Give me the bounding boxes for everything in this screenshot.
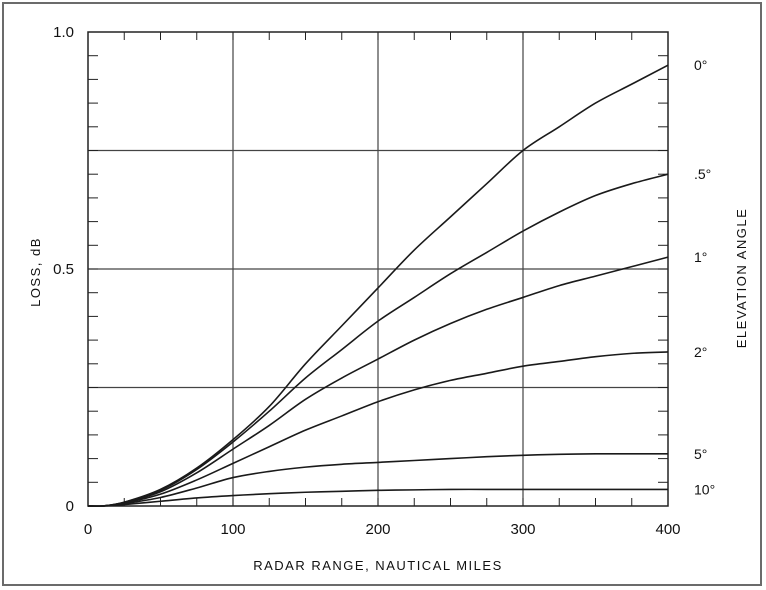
x-tick-label: 300 [510,521,535,538]
label-layer: 0 100 200 300 400 0 0.5 1.0 0° .5° 1° 2° 5° 10° [53,24,715,538]
grid-layer [88,32,668,506]
series-line [87,173,669,508]
right-axis-title: ELEVATION ANGLE [734,208,749,349]
series-line [87,453,668,507]
y-tick-label: 0.5 [53,261,74,278]
series-line [87,256,669,508]
tick-layer [88,32,668,506]
x-axis-title: RADAR RANGE, NAUTICAL MILES [253,558,503,573]
x-tick-label: 100 [220,521,245,538]
y-tick-label: 0 [66,498,74,515]
series-label: .5° [694,166,711,182]
series-label: 2° [694,344,707,360]
series-label: 0° [694,57,707,73]
series-line [87,351,669,508]
x-tick-label: 0 [84,521,92,538]
x-tick-label: 200 [365,521,390,538]
series-label: 5° [694,446,707,462]
series-line [87,488,668,507]
x-tick-label: 400 [655,521,680,538]
y-axis-title: LOSS, dB [28,237,43,307]
series-line [87,64,669,508]
series-label: 10° [694,481,715,497]
series-layer [87,64,669,508]
y-tick-label: 1.0 [53,24,74,41]
series-label: 1° [694,249,707,265]
